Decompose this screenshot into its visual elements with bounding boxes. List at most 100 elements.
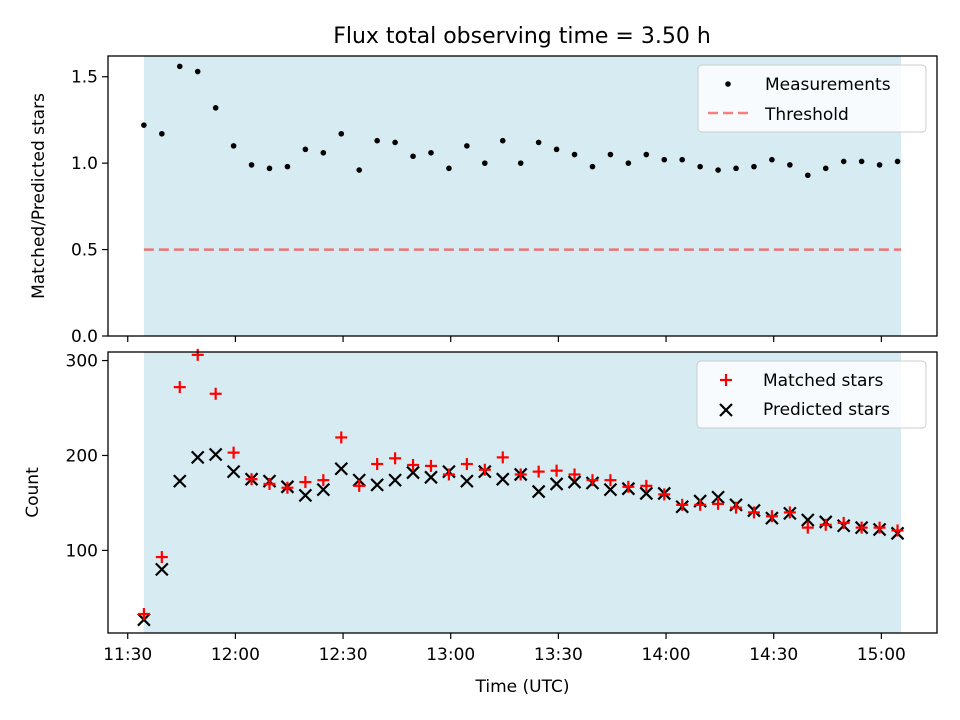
predicted-point — [226, 464, 241, 479]
chart-title: Flux total observing time = 3.50 h — [333, 24, 711, 49]
top-y-axis: 0.0 0.5 1.0 1.5 — [71, 68, 882, 347]
measurement-point — [284, 163, 291, 170]
matched-point — [532, 465, 545, 478]
top-y-tick-label: 1.0 — [71, 154, 98, 174]
measurement-point — [194, 68, 201, 75]
bottom-x-tick-label: 12:00 — [211, 645, 260, 665]
predicted-point — [388, 473, 402, 487]
predicted-point — [567, 475, 582, 489]
predicted-point — [155, 562, 169, 577]
matched-point — [550, 464, 563, 477]
measurement-point — [733, 165, 739, 172]
matched-point — [837, 516, 850, 529]
matched-point — [299, 476, 312, 489]
matched-point — [209, 387, 222, 400]
top-y-axis-label: Matched/Predicted stars — [29, 93, 49, 299]
measurement-point — [499, 137, 506, 144]
matched-point — [281, 481, 294, 494]
matched-point — [640, 479, 653, 492]
matched-point — [622, 480, 635, 493]
measurement-point — [625, 160, 632, 166]
predicted-point — [208, 447, 223, 462]
predicted-point — [603, 482, 618, 497]
bottom-x-tick-label: 14:30 — [749, 645, 798, 665]
predicted-point — [549, 477, 564, 491]
matched-point — [568, 468, 581, 481]
predicted-point — [711, 490, 725, 505]
measurement-point — [338, 130, 345, 137]
predicted-point — [298, 488, 313, 503]
bottom-axes-ticks: 100 200 300 11:30 12:00 12:30 13:00 13:30 14:00 1… — [66, 352, 906, 665]
legend-predicted-marker — [719, 403, 733, 417]
measurement-point — [248, 162, 255, 168]
matched-point — [335, 431, 348, 444]
matched-point — [137, 608, 150, 621]
measurement-point — [822, 165, 829, 172]
measurement-point — [302, 146, 309, 153]
predicted-point — [370, 478, 384, 492]
matched-point — [873, 521, 886, 534]
measurement-point — [356, 167, 363, 173]
matched-point — [407, 458, 420, 471]
measurement-point — [266, 165, 273, 172]
predicted-point — [495, 472, 510, 486]
matched-point — [819, 518, 832, 531]
matched-point — [173, 381, 186, 394]
matched-point — [747, 506, 760, 519]
measurement-point — [392, 139, 398, 146]
predicted-point — [190, 450, 205, 465]
bottom-panel: 100 200 300 11:30 12:00 12:30 13:00 13:30 14:00 1… — [23, 348, 938, 697]
matched-point — [855, 521, 868, 534]
predicted-point — [334, 461, 349, 476]
top-axes-frame — [107, 55, 938, 337]
measurement-point — [607, 151, 614, 158]
predicted-point — [639, 486, 654, 501]
matched-point — [155, 551, 168, 564]
measurement-point — [176, 63, 183, 70]
measurement-point — [446, 165, 452, 172]
measurement-point — [894, 158, 901, 165]
matched-point — [783, 506, 796, 519]
matched-point — [604, 474, 617, 487]
measurement-point — [410, 153, 416, 160]
measurement-point — [805, 172, 811, 179]
matched-point — [891, 524, 904, 537]
top-panel: 0.0 0.5 1.0 1.5 Matched/Predicted stars Mea… — [29, 55, 938, 347]
measurement-point — [482, 160, 488, 166]
matched-point — [658, 488, 671, 501]
measurement-point — [571, 151, 578, 158]
matched-point — [460, 458, 473, 471]
matched-point — [676, 498, 689, 511]
matched-point — [245, 473, 258, 486]
matched-point — [712, 497, 725, 510]
measurement-point — [876, 162, 883, 168]
legend-predicted-label: Predicted stars — [763, 400, 890, 420]
measurement-point — [769, 156, 775, 163]
matched-point — [478, 463, 491, 476]
measurement-point — [751, 163, 757, 170]
measurement-point — [535, 139, 542, 146]
measurement-point — [517, 160, 524, 166]
matched-point — [730, 501, 743, 514]
matched-point — [389, 452, 402, 465]
bottom-x-tick-label: 13:00 — [426, 645, 475, 665]
bottom-x-tick-label: 12:30 — [319, 645, 368, 665]
predicted-point — [406, 465, 420, 480]
predicted-point — [316, 482, 331, 497]
measurement-point — [840, 158, 847, 165]
measurement-point — [679, 156, 685, 163]
measurement-point — [589, 163, 596, 170]
measurement-point — [159, 130, 165, 137]
bottom-x-tick-label: 14:00 — [642, 645, 691, 665]
bottom-legend-box — [696, 360, 927, 429]
bottom-y-tick-label: 100 — [66, 541, 98, 561]
predicted-point — [801, 513, 815, 527]
legend-threshold-label: Threshold — [764, 105, 849, 125]
predicted-point — [460, 474, 474, 488]
legend-measurements-marker — [725, 81, 731, 87]
matched-point — [801, 521, 814, 534]
count-points — [137, 348, 905, 627]
measurement-point — [320, 149, 327, 156]
measurement-point — [141, 122, 147, 128]
